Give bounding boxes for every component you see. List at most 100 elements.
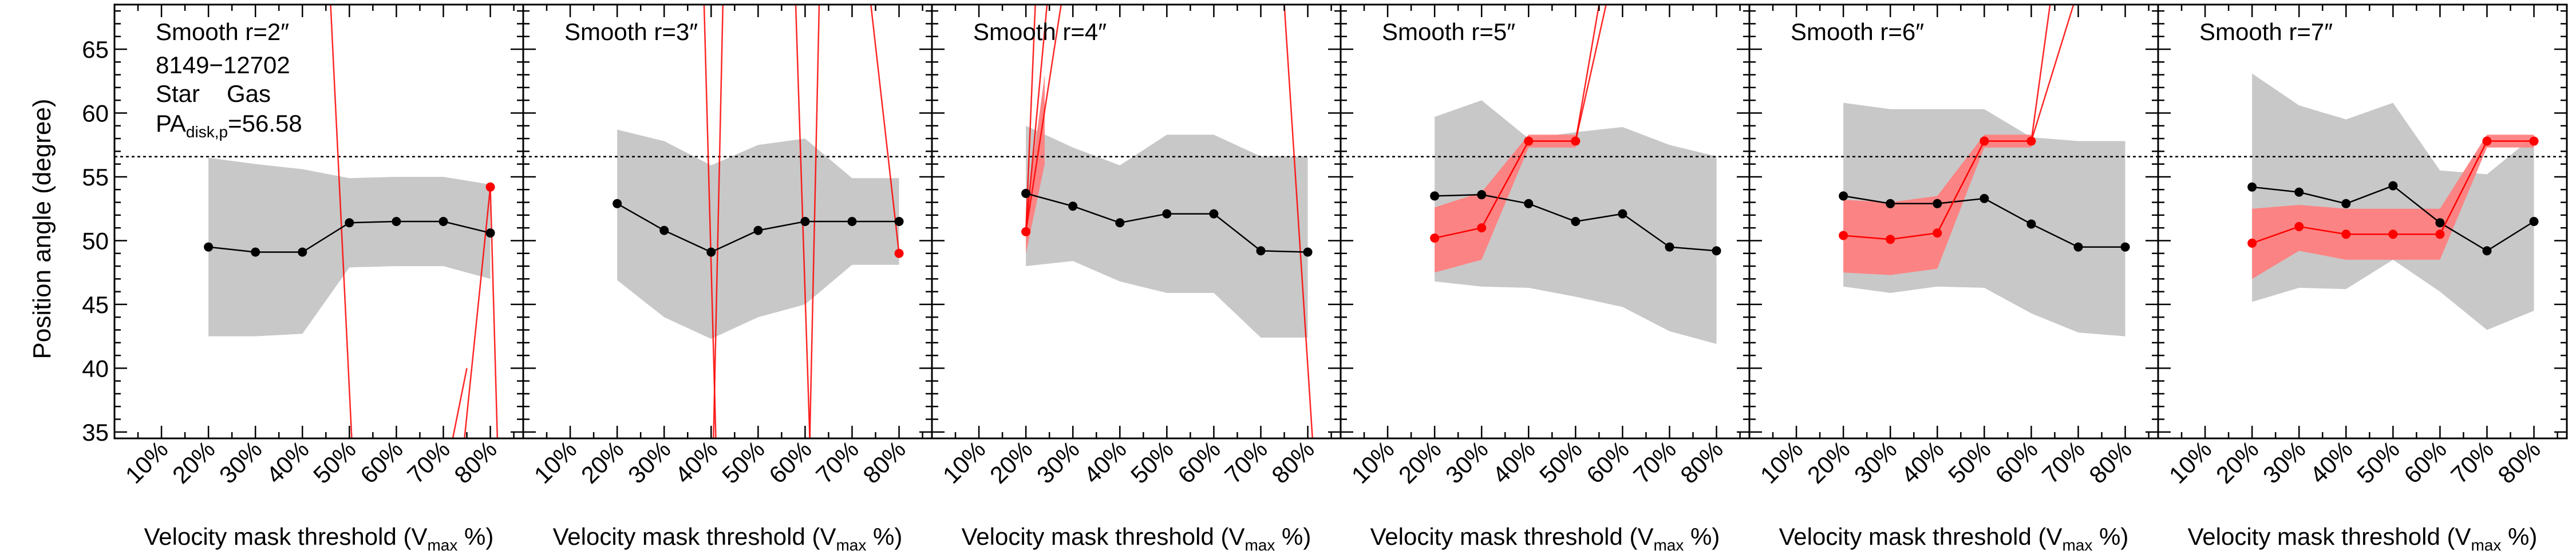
star-point [2482, 246, 2492, 256]
x-axis-label: Velocity mask threshold (Vmax %) [1779, 523, 2129, 554]
pa-disk-label: PAdisk,p=56.58 [156, 110, 302, 141]
y-tick-label: 60 [82, 100, 109, 127]
star-point [2341, 199, 2351, 208]
star-point [1618, 209, 1627, 219]
x-tick-label: 40% [670, 436, 723, 489]
star-point [251, 247, 260, 257]
x-tick-label: 20% [576, 436, 629, 489]
x-tick-label: 60% [1581, 436, 1634, 489]
x-axis-label-subscript: max [1653, 536, 1684, 554]
x-tick-label: 50% [1534, 436, 1587, 489]
gas-extent-line [2030, 5, 2075, 141]
star-point [2388, 181, 2398, 191]
star-uncertainty-band [2252, 73, 2534, 330]
x-tick-label: 80% [2084, 436, 2137, 489]
x-tick-label: 20% [2211, 436, 2264, 489]
panel-title: Smooth r=7″ [2199, 18, 2333, 45]
plot-area [523, 5, 932, 438]
x-axis-label: Velocity mask threshold (Vmax %) [1370, 523, 1720, 554]
gas-extent-line [489, 187, 499, 438]
pa-subscript: disk,p [186, 123, 228, 141]
y-axis [2158, 10, 2567, 433]
panel-title: Smooth r=3″ [564, 18, 698, 45]
star-point [1021, 188, 1031, 198]
x-axis-label-prefix: Velocity mask threshold (V [962, 523, 1245, 550]
star-point [2294, 187, 2304, 197]
x-axis-label-subscript: max [836, 536, 866, 554]
star-point [2120, 242, 2130, 252]
x-axis-label-prefix: Velocity mask threshold (V [2188, 523, 2471, 550]
legend-gas-label: Gas [227, 80, 271, 107]
gas-extent-line [2030, 5, 2051, 141]
x-tick-label: 60% [764, 436, 817, 489]
panel-title: Smooth r=5″ [1382, 18, 1515, 45]
gas-extent-line [703, 5, 717, 438]
star-point [1933, 199, 1942, 208]
star-point [706, 247, 716, 257]
x-tick-label: 50% [308, 436, 361, 489]
gas-point [1477, 223, 1487, 233]
x-axis-label: Velocity mask threshold (Vmax %) [144, 523, 494, 554]
gas-point [2026, 136, 2036, 146]
star-point [1430, 191, 1440, 201]
x-axis-label-suffix: %) [1684, 523, 1720, 550]
gas-extent-line [452, 368, 468, 438]
x-tick-label: 10% [1755, 436, 1808, 489]
star-point [659, 225, 669, 235]
x-axis-label: Velocity mask threshold (Vmax %) [962, 523, 1311, 554]
x-tick-label: 70% [1219, 436, 1273, 489]
gas-uncertainty-band [1026, 74, 1045, 254]
x-tick-label: 20% [167, 436, 220, 489]
star-point [1115, 218, 1125, 228]
gas-point [2529, 136, 2539, 146]
x-tick-label: 80% [1266, 436, 1319, 489]
star-point [392, 217, 401, 226]
star-point [2529, 217, 2539, 226]
star-point [2073, 242, 2083, 252]
panel-title: Smooth r=4″ [973, 18, 1107, 45]
x-tick-label: 20% [985, 436, 1038, 489]
gas-extent-line [330, 5, 353, 438]
x-tick-label: 40% [1487, 436, 1540, 489]
x-tick-label: 30% [623, 436, 676, 489]
plot-area [1749, 5, 2158, 337]
x-tick-label: 60% [1172, 436, 1226, 489]
gas-extent-line [464, 187, 491, 438]
star-point [1162, 209, 1172, 219]
x-axis-label-subscript: max [1244, 536, 1275, 554]
x-tick-label: 20% [1393, 436, 1447, 489]
gas-point [2435, 229, 2445, 239]
star-point [438, 217, 448, 226]
y-axis [1749, 10, 2158, 433]
x-axis-label-prefix: Velocity mask threshold (V [553, 523, 836, 550]
star-point [613, 199, 622, 208]
legend-star-label: Star [156, 80, 200, 107]
panel-6: 10%20%30%40%50%60%70%80% Smooth r=7″ Veloc… [2157, 3, 2568, 554]
panels-group: 10%20%30%40%50%60%70%80%35404550556065Sm… [82, 3, 2568, 554]
x-tick-label: 70% [2445, 436, 2499, 489]
gas-extent-line [713, 5, 724, 438]
x-axis-label-prefix: Velocity mask threshold (V [144, 523, 428, 550]
gas-point [1571, 136, 1581, 146]
pa-value: =56.58 [228, 110, 302, 137]
star-point [1303, 247, 1313, 257]
x-tick-label: 60% [355, 436, 408, 489]
gas-point [1886, 235, 1895, 244]
star-point [800, 217, 810, 226]
x-tick-label: 10% [2164, 436, 2217, 489]
y-axis [1341, 10, 1749, 433]
x-tick-label: 30% [1032, 436, 1085, 489]
star-uncertainty-band [1843, 102, 2125, 337]
y-tick-label: 40 [82, 355, 109, 382]
star-uncertainty-band [208, 157, 491, 337]
star-uncertainty-band [1026, 125, 1308, 338]
gas-point [2294, 221, 2304, 231]
gas-point [2388, 229, 2398, 239]
gas-extent-line [870, 5, 900, 254]
pa-prefix: PA [156, 110, 186, 137]
x-tick-label: 40% [1078, 436, 1132, 489]
star-point [2435, 218, 2445, 228]
x-tick-label: 10% [1346, 436, 1400, 489]
star-point [1571, 217, 1581, 226]
